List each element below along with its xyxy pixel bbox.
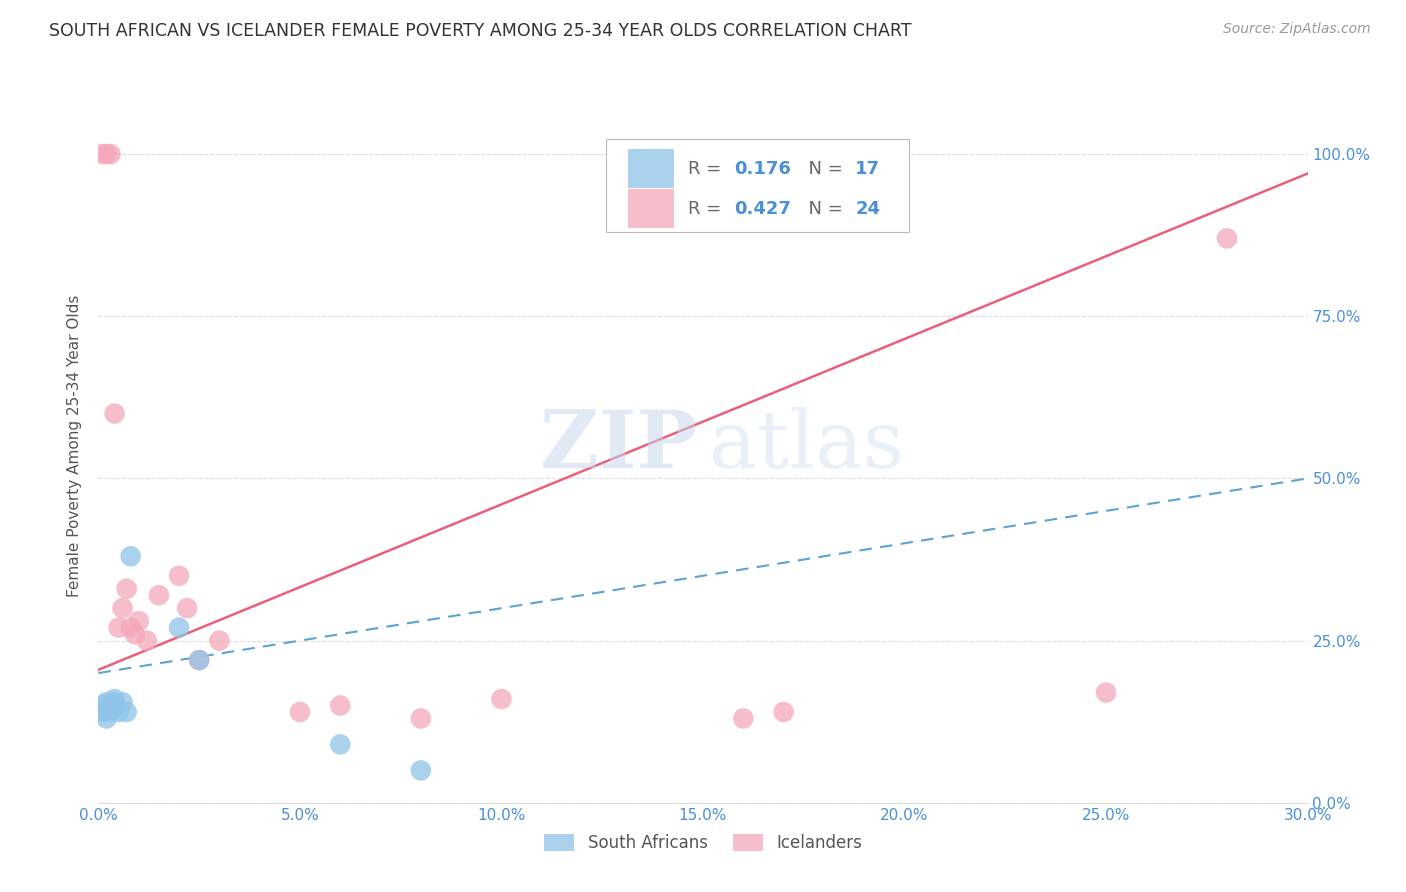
Text: N =: N = bbox=[797, 160, 849, 178]
Point bbox=[124, 627, 146, 641]
Point bbox=[409, 764, 432, 778]
Point bbox=[107, 705, 129, 719]
Legend: South Africans, Icelanders: South Africans, Icelanders bbox=[537, 827, 869, 859]
Point bbox=[409, 711, 432, 725]
Point bbox=[91, 698, 114, 713]
Point bbox=[91, 147, 114, 161]
Point bbox=[329, 698, 352, 713]
Point bbox=[96, 695, 118, 709]
Point bbox=[491, 692, 513, 706]
Point bbox=[128, 614, 150, 628]
Point bbox=[115, 582, 138, 596]
Point bbox=[188, 653, 211, 667]
FancyBboxPatch shape bbox=[628, 149, 673, 188]
Point bbox=[1216, 231, 1239, 245]
Point bbox=[208, 633, 231, 648]
Point bbox=[103, 407, 125, 421]
Point bbox=[100, 705, 122, 719]
Text: R =: R = bbox=[689, 160, 727, 178]
Point bbox=[100, 147, 122, 161]
Point bbox=[96, 147, 118, 161]
Point bbox=[96, 711, 118, 725]
Point bbox=[100, 698, 122, 713]
FancyBboxPatch shape bbox=[628, 189, 673, 228]
Point bbox=[111, 695, 134, 709]
Text: N =: N = bbox=[797, 200, 849, 218]
Point bbox=[176, 601, 198, 615]
Text: R =: R = bbox=[689, 200, 727, 218]
Point bbox=[167, 568, 190, 582]
Text: 0.427: 0.427 bbox=[734, 200, 792, 218]
FancyBboxPatch shape bbox=[606, 139, 908, 232]
Point bbox=[100, 702, 122, 716]
Point bbox=[91, 705, 114, 719]
Point bbox=[107, 621, 129, 635]
Y-axis label: Female Poverty Among 25-34 Year Olds: Female Poverty Among 25-34 Year Olds bbox=[67, 295, 83, 597]
Point bbox=[329, 738, 352, 752]
Point bbox=[733, 711, 755, 725]
Text: SOUTH AFRICAN VS ICELANDER FEMALE POVERTY AMONG 25-34 YEAR OLDS CORRELATION CHAR: SOUTH AFRICAN VS ICELANDER FEMALE POVERT… bbox=[49, 22, 911, 40]
Text: ZIP: ZIP bbox=[540, 407, 697, 485]
Point bbox=[188, 653, 211, 667]
Point bbox=[111, 601, 134, 615]
Point bbox=[103, 695, 125, 709]
Point bbox=[167, 621, 190, 635]
Text: Source: ZipAtlas.com: Source: ZipAtlas.com bbox=[1223, 22, 1371, 37]
Point bbox=[772, 705, 794, 719]
Point bbox=[115, 705, 138, 719]
Point bbox=[288, 705, 311, 719]
Point bbox=[148, 588, 170, 602]
Point bbox=[1095, 685, 1118, 699]
Text: 17: 17 bbox=[855, 160, 880, 178]
Text: 0.176: 0.176 bbox=[734, 160, 792, 178]
Point bbox=[120, 621, 142, 635]
Text: 24: 24 bbox=[855, 200, 880, 218]
Text: atlas: atlas bbox=[709, 407, 904, 485]
Point bbox=[103, 692, 125, 706]
Point bbox=[135, 633, 157, 648]
Point bbox=[120, 549, 142, 564]
